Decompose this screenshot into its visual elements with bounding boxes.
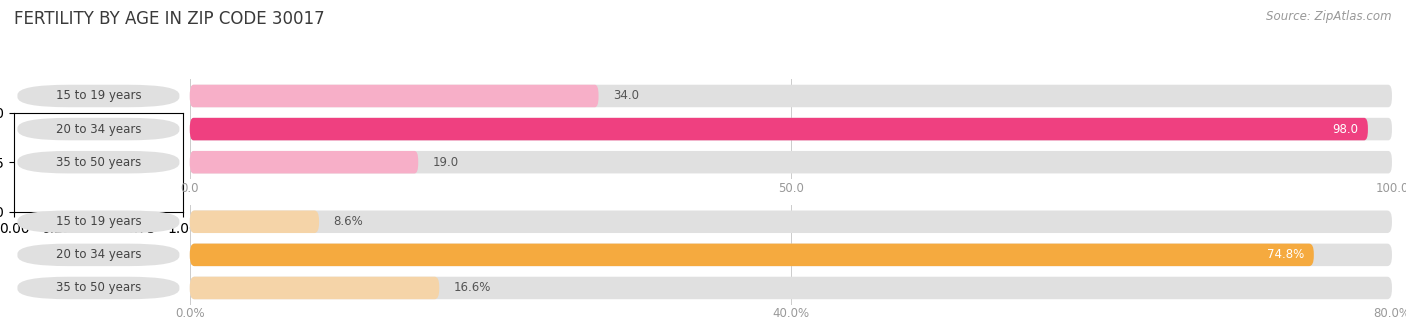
FancyBboxPatch shape xyxy=(17,85,180,107)
Text: 19.0: 19.0 xyxy=(433,156,458,169)
Text: 35 to 50 years: 35 to 50 years xyxy=(56,281,141,295)
Text: 20 to 34 years: 20 to 34 years xyxy=(56,122,141,136)
Text: 8.6%: 8.6% xyxy=(333,215,363,228)
Text: 16.6%: 16.6% xyxy=(454,281,491,295)
FancyBboxPatch shape xyxy=(17,211,180,233)
Text: 98.0: 98.0 xyxy=(1333,122,1358,136)
FancyBboxPatch shape xyxy=(190,211,319,233)
Text: 15 to 19 years: 15 to 19 years xyxy=(56,89,141,103)
FancyBboxPatch shape xyxy=(17,244,180,266)
FancyBboxPatch shape xyxy=(190,211,1392,233)
FancyBboxPatch shape xyxy=(17,151,180,173)
FancyBboxPatch shape xyxy=(190,151,418,173)
FancyBboxPatch shape xyxy=(190,118,1392,140)
Text: 34.0: 34.0 xyxy=(613,89,638,103)
FancyBboxPatch shape xyxy=(17,277,180,299)
FancyBboxPatch shape xyxy=(190,85,599,107)
FancyBboxPatch shape xyxy=(190,277,439,299)
Text: 74.8%: 74.8% xyxy=(1267,248,1305,261)
Text: 35 to 50 years: 35 to 50 years xyxy=(56,156,141,169)
FancyBboxPatch shape xyxy=(190,244,1313,266)
FancyBboxPatch shape xyxy=(190,118,1368,140)
Text: Source: ZipAtlas.com: Source: ZipAtlas.com xyxy=(1267,10,1392,23)
Text: FERTILITY BY AGE IN ZIP CODE 30017: FERTILITY BY AGE IN ZIP CODE 30017 xyxy=(14,10,325,28)
FancyBboxPatch shape xyxy=(190,151,1392,173)
FancyBboxPatch shape xyxy=(190,277,1392,299)
Text: 15 to 19 years: 15 to 19 years xyxy=(56,215,141,228)
Text: 20 to 34 years: 20 to 34 years xyxy=(56,248,141,261)
FancyBboxPatch shape xyxy=(17,118,180,140)
FancyBboxPatch shape xyxy=(190,244,1392,266)
FancyBboxPatch shape xyxy=(190,85,1392,107)
